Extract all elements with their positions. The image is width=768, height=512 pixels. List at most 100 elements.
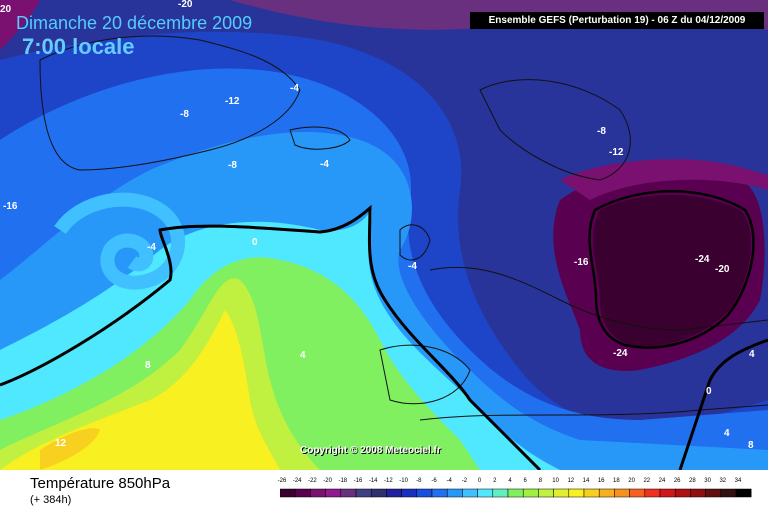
map-label: -8 (180, 109, 189, 120)
map-label: -4 (320, 159, 329, 170)
map-label: 8 (748, 440, 754, 451)
cold-core-ring (560, 159, 768, 200)
legend-tick-label: -12 (384, 478, 393, 484)
map-label: 4 (724, 428, 730, 439)
zone-plus14 (40, 428, 100, 470)
forecast-date: Dimanche 20 décembre 2009 (16, 13, 253, 33)
iceland-outline (289, 126, 351, 150)
legend-swatch (720, 488, 737, 498)
map-label: -8 (228, 160, 237, 171)
map-label: -4 (408, 261, 417, 272)
legend-tick-label: 16 (597, 478, 605, 484)
map-label: 8 (145, 360, 151, 371)
legend-tick-label: 10 (552, 478, 559, 484)
europe-coast (429, 266, 768, 331)
map-label: -16 (3, 201, 18, 212)
map-label: 20 (0, 4, 12, 15)
legend-tick-label: -14 (368, 478, 378, 484)
legend-swatch (477, 488, 494, 498)
british-isles-outline (399, 224, 431, 261)
legend-tick-label: 8 (538, 478, 543, 484)
map-canvas: -20 20 -12 -8 -4 -8 -4 -16 -4 0 -4 -8 -1… (0, 0, 768, 470)
color-legend (280, 488, 752, 498)
legend-swatch (310, 488, 326, 498)
legend-swatch (462, 488, 478, 498)
legend-swatch (401, 488, 418, 498)
legend-tick-label: -26 (277, 478, 287, 484)
legend-tick-label: -6 (431, 478, 437, 484)
legend-swatch (340, 488, 357, 498)
map-label: -8 (597, 126, 606, 137)
legend-swatch (355, 488, 372, 498)
arctic-corner (0, 0, 40, 50)
legend-tick-label: 34 (734, 478, 742, 484)
legend-swatch (386, 488, 402, 498)
contour-zero (0, 204, 542, 470)
iberia-outline (379, 344, 471, 405)
legend-swatch (370, 488, 387, 498)
map-label: -12 (225, 96, 240, 107)
legend-tick-label: -10 (399, 478, 408, 484)
legend-swatch (705, 488, 722, 498)
legend-tick-label: -18 (338, 478, 348, 484)
lead-time: (+ 384h) (30, 494, 72, 506)
cold-core-inner (593, 195, 751, 347)
africa-coast (419, 404, 768, 421)
legend-tick-label: 24 (658, 478, 666, 484)
zone-plus12 (0, 310, 280, 470)
legend-tick-label: 0 (477, 478, 482, 484)
legend-tick-label: 28 (689, 478, 696, 484)
legend-swatch (735, 488, 752, 498)
legend-tick-label: -16 (353, 478, 363, 484)
legend-tick-label: 14 (582, 478, 590, 484)
map-label: 0 (252, 237, 258, 248)
scandinavia-outline (479, 79, 631, 181)
legend-tick-label: 22 (643, 478, 651, 484)
map-label: -20 (178, 0, 193, 10)
map-label: -24 (695, 254, 710, 265)
map-label: -4 (290, 83, 299, 94)
legend-tick-label: 26 (673, 478, 681, 484)
footer-bar: Température 850hPa (+ 384h) -26 -24 -22 -20… (0, 470, 768, 512)
legend-swatch (507, 488, 524, 498)
legend-swatch (674, 488, 691, 498)
legend-swatch (629, 488, 646, 498)
contour-minus24 (588, 190, 755, 349)
map-label: 0 (706, 386, 712, 397)
map-label: -20 (715, 264, 730, 275)
legend-swatch (659, 488, 676, 498)
legend-tick-label: -22 (308, 478, 317, 484)
legend-swatch (614, 488, 630, 498)
legend-swatch (294, 488, 311, 498)
legend-swatch (522, 488, 539, 498)
legend-swatch (644, 488, 661, 498)
legend-swatch (583, 488, 600, 498)
legend-swatch (538, 488, 554, 498)
legend-tick-label: 12 (567, 478, 575, 484)
legend-tick-label: 30 (704, 478, 711, 484)
legend-tick-label: 32 (719, 478, 727, 484)
legend-tick-label: -8 (416, 478, 422, 484)
legend-tick-label: 2 (493, 478, 497, 484)
swirl (54, 192, 185, 290)
legend-swatch (568, 488, 585, 498)
legend-swatch (492, 488, 509, 498)
legend-tick-label: 6 (523, 478, 527, 484)
legend-tick-label: 20 (628, 478, 635, 484)
legend-swatch (280, 488, 296, 498)
variable-title: Température 850hPa (30, 475, 171, 492)
map-label: -24 (613, 348, 628, 359)
map-label: -4 (147, 242, 156, 253)
legend-tick-label: -2 (461, 478, 468, 484)
map-label: 12 (55, 438, 67, 449)
map-label: 4 (300, 350, 306, 361)
legend-swatch (598, 488, 615, 498)
copyright: Copyright © 2008 Meteociel.fr (300, 445, 441, 456)
legend-swatch (416, 488, 433, 498)
legend-swatch (446, 488, 463, 498)
legend-tick-label: 4 (508, 478, 512, 484)
map-label: -12 (609, 147, 624, 158)
legend-swatch (553, 488, 570, 498)
map-label: 4 (749, 349, 755, 360)
model-run-label: Ensemble GEFS (Perturbation 19) - 06 Z d… (470, 12, 764, 29)
